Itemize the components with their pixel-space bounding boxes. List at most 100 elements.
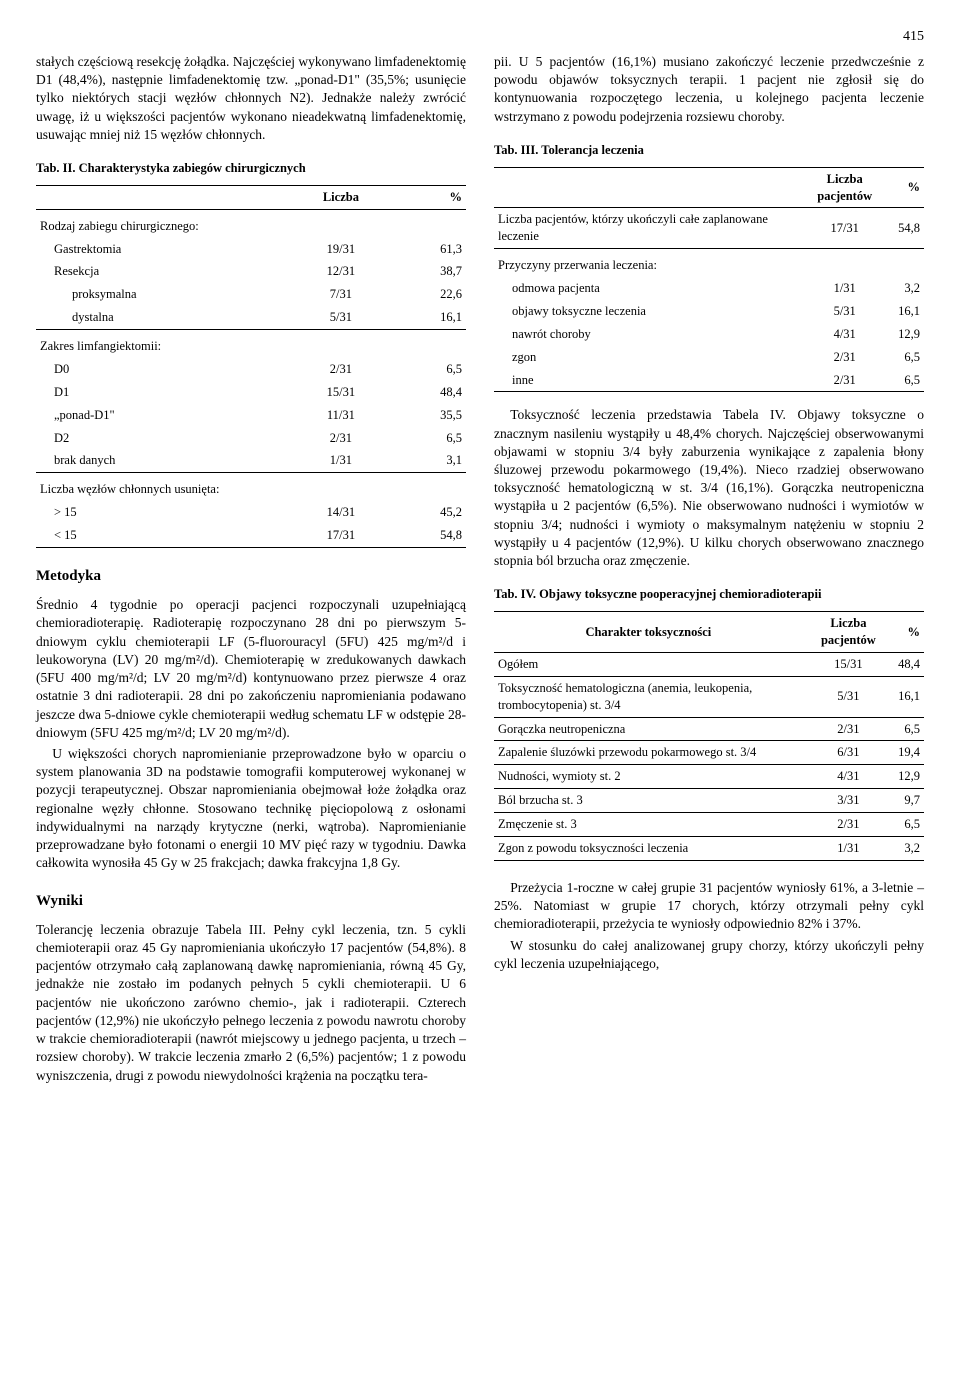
- metodyka-heading: Metodyka: [36, 566, 466, 586]
- t2r: proksymalna: [36, 283, 288, 306]
- t4n: 2/31: [803, 813, 894, 837]
- toxicity-paragraph: Toksyczność leczenia przedstawia Tabela …: [494, 406, 924, 570]
- t4p: 19,4: [894, 741, 924, 765]
- t3n: 4/31: [795, 323, 894, 346]
- t4r: Zmęczenie st. 3: [494, 813, 803, 837]
- t3-completed-n: 17/31: [795, 208, 894, 249]
- t2r: brak danych: [36, 449, 288, 472]
- table2-header-pct: %: [394, 185, 466, 209]
- t4p: 6,5: [894, 813, 924, 837]
- t2n: 2/31: [288, 427, 394, 450]
- t2p: 48,4: [394, 381, 466, 404]
- t2n: 7/31: [288, 283, 394, 306]
- survival-p2: W stosunku do całej analizowanej grupy c…: [494, 937, 924, 973]
- t2p: 54,8: [394, 524, 466, 547]
- t4r: Zapalenie śluzówki przewodu pokarmowego …: [494, 741, 803, 765]
- t3n: 2/31: [795, 346, 894, 369]
- table4-header-pct: %: [894, 612, 924, 653]
- t2r: Resekcja: [36, 260, 288, 283]
- t4r: Zgon z powodu toksyczności leczenia: [494, 836, 803, 860]
- t3r: inne: [494, 369, 795, 392]
- t3n: 2/31: [795, 369, 894, 392]
- table2-title: Tab. II. Charakterystyka zabiegów chirur…: [36, 160, 466, 177]
- right-intro-paragraph: pii. U 5 pacjentów (16,1%) musiano zakoń…: [494, 53, 924, 126]
- table3: Liczba pacjentów % Liczba pacjentów, któ…: [494, 167, 924, 393]
- t2n: 2/31: [288, 358, 394, 381]
- t4p: 12,9: [894, 765, 924, 789]
- two-column-layout: stałych częściową resekcję żołądka. Najc…: [36, 53, 924, 1088]
- wyniki-p1: Tolerancję leczenia obrazuje Tabela III.…: [36, 921, 466, 1085]
- table3-header-pct: %: [894, 167, 924, 208]
- t4p: 9,7: [894, 789, 924, 813]
- t2r: „ponad-D1": [36, 404, 288, 427]
- table2: Liczba % Rodzaj zabiegu chirurgicznego: …: [36, 185, 466, 548]
- t2n: 14/31: [288, 501, 394, 524]
- survival-p1: Przeżycia 1-roczne w całej grupie 31 pac…: [494, 879, 924, 934]
- metodyka-p2: U większości chorych napromienianie prze…: [36, 745, 466, 873]
- table4-header-char: Charakter toksyczności: [494, 612, 803, 653]
- t2p: 35,5: [394, 404, 466, 427]
- t2n: 15/31: [288, 381, 394, 404]
- t2r: < 15: [36, 524, 288, 547]
- t2p: 16,1: [394, 306, 466, 329]
- left-intro-paragraph: stałych częściową resekcję żołądka. Najc…: [36, 53, 466, 144]
- t2n: 1/31: [288, 449, 394, 472]
- t4p: 48,4: [894, 652, 924, 676]
- t3p: 12,9: [894, 323, 924, 346]
- t3n: 5/31: [795, 300, 894, 323]
- table3-header-liczba: Liczba pacjentów: [795, 167, 894, 208]
- t4n: 15/31: [803, 652, 894, 676]
- table2-group1-label: Rodzaj zabiegu chirurgicznego:: [36, 209, 466, 237]
- t3p: 3,2: [894, 277, 924, 300]
- t4n: 2/31: [803, 717, 894, 741]
- t4r: Ogółem: [494, 652, 803, 676]
- t2p: 45,2: [394, 501, 466, 524]
- t4p: 6,5: [894, 717, 924, 741]
- metodyka-p1: Średnio 4 tygodnie po operacji pacjenci …: [36, 596, 466, 742]
- table4: Charakter toksyczności Liczba pacjentów …: [494, 611, 924, 861]
- right-column: pii. U 5 pacjentów (16,1%) musiano zakoń…: [494, 53, 924, 1088]
- t3r: nawrót choroby: [494, 323, 795, 346]
- t3p: 6,5: [894, 369, 924, 392]
- t2r: Gastrektomia: [36, 238, 288, 261]
- t2r: D1: [36, 381, 288, 404]
- t3r: odmowa pacjenta: [494, 277, 795, 300]
- t4n: 5/31: [803, 676, 894, 717]
- table4-header-liczba: Liczba pacjentów: [803, 612, 894, 653]
- t2r: D2: [36, 427, 288, 450]
- t4p: 16,1: [894, 676, 924, 717]
- t4r: Ból brzucha st. 3: [494, 789, 803, 813]
- t4n: 3/31: [803, 789, 894, 813]
- t3p: 6,5: [894, 346, 924, 369]
- table2-group3-label: Liczba węzłów chłonnych usunięta:: [36, 473, 466, 501]
- t2p: 6,5: [394, 358, 466, 381]
- t2n: 11/31: [288, 404, 394, 427]
- t4n: 4/31: [803, 765, 894, 789]
- table2-group2-label: Zakres limfangiektomii:: [36, 330, 466, 358]
- t2p: 61,3: [394, 238, 466, 261]
- t2p: 3,1: [394, 449, 466, 472]
- t4p: 3,2: [894, 836, 924, 860]
- table3-title: Tab. III. Tolerancja leczenia: [494, 142, 924, 159]
- t3-completed-pct: 54,8: [894, 208, 924, 249]
- t4r: Nudności, wymioty st. 2: [494, 765, 803, 789]
- page-number: 415: [36, 28, 924, 47]
- t2r: D0: [36, 358, 288, 381]
- t4r: Toksyczność hematologiczna (anemia, leuk…: [494, 676, 803, 717]
- t3-completed-label: Liczba pacjentów, którzy ukończyli całe …: [494, 208, 795, 249]
- t2r: > 15: [36, 501, 288, 524]
- t2p: 22,6: [394, 283, 466, 306]
- t2n: 5/31: [288, 306, 394, 329]
- table3-group-label: Przyczyny przerwania leczenia:: [494, 249, 924, 277]
- table2-header-liczba: Liczba: [288, 185, 394, 209]
- t2r: dystalna: [36, 306, 288, 329]
- t2p: 38,7: [394, 260, 466, 283]
- t4n: 1/31: [803, 836, 894, 860]
- t2n: 19/31: [288, 238, 394, 261]
- t2n: 12/31: [288, 260, 394, 283]
- t3r: zgon: [494, 346, 795, 369]
- t2n: 17/31: [288, 524, 394, 547]
- t3n: 1/31: [795, 277, 894, 300]
- t4r: Gorączka neutropeniczna: [494, 717, 803, 741]
- t2p: 6,5: [394, 427, 466, 450]
